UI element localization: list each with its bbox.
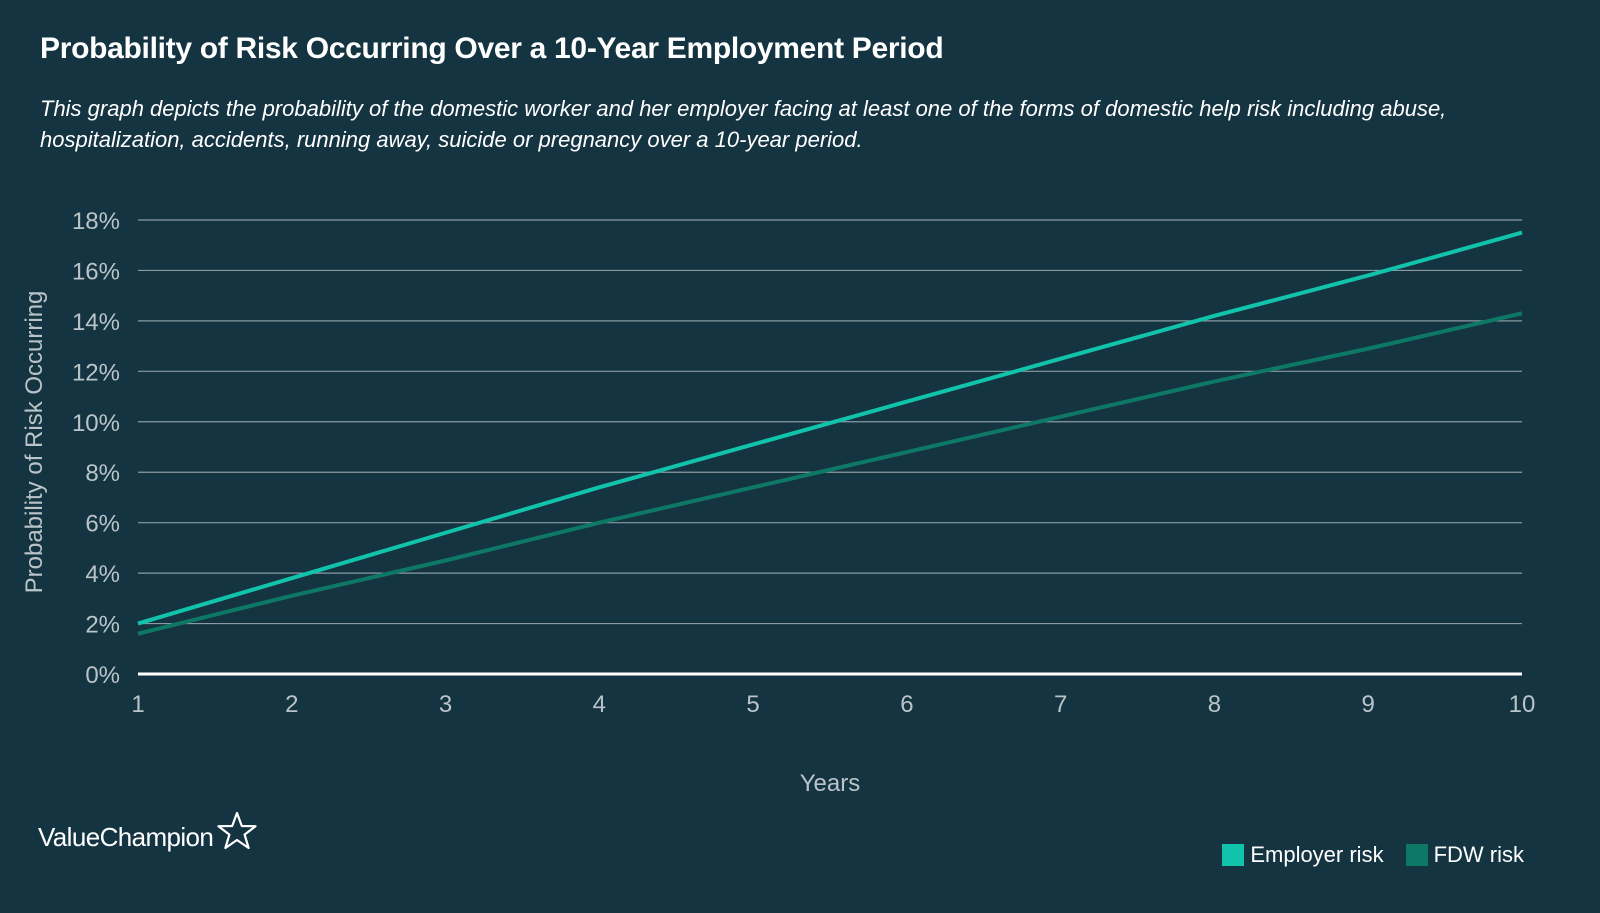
- x-tick-label: 2: [285, 691, 298, 718]
- legend-item-fdw: FDW risk: [1405, 842, 1524, 868]
- gridlines: [138, 219, 1522, 676]
- chart-subtitle: This graph depicts the probability of th…: [40, 96, 1447, 152]
- legend-label-fdw: FDW risk: [1433, 842, 1524, 867]
- series-lines: [137, 230, 1523, 636]
- series-line-employer: [137, 230, 1523, 626]
- y-tick-label: 16%: [72, 258, 120, 285]
- x-tick-label: 3: [439, 691, 452, 718]
- legend-label-employer: Employer risk: [1250, 842, 1384, 867]
- legend-swatch-employer: [1222, 844, 1245, 866]
- x-tick-label: 6: [900, 691, 913, 718]
- x-tick-label: 9: [1362, 691, 1375, 718]
- valuechampion-logo: ValueChampion: [38, 811, 257, 853]
- y-tick-label: 2%: [85, 612, 120, 639]
- x-tick-label: 10: [1509, 691, 1536, 718]
- series-line-fdw: [137, 311, 1523, 636]
- x-tick-label: 7: [1054, 691, 1067, 718]
- chart-legend: Employer risk FDW risk: [1200, 842, 1524, 868]
- chart-title: Probability of Risk Occurring Over a 10-…: [40, 32, 944, 65]
- y-tick-label: 8%: [85, 460, 120, 487]
- logo-text: ValueChampion: [38, 822, 214, 852]
- y-tick-label: 18%: [72, 208, 120, 235]
- x-tick-label: 5: [746, 691, 759, 718]
- y-tick-label: 12%: [72, 359, 120, 386]
- y-tick-label: 6%: [85, 511, 120, 538]
- x-tick-label: 1: [131, 691, 144, 718]
- x-tick-label: 4: [593, 691, 606, 718]
- y-tick-label: 14%: [72, 309, 120, 336]
- y-axis-label: Probability of Risk Occurring: [21, 291, 48, 594]
- y-tick-label: 0%: [85, 662, 120, 689]
- x-axis-ticks: 1 2 3 4 5 6 7 8 9 10: [131, 691, 1535, 718]
- star-outline-icon: [217, 811, 257, 849]
- y-tick-label: 10%: [72, 410, 120, 437]
- legend-item-employer: Employer risk: [1222, 842, 1384, 868]
- y-axis-ticks: 0% 2% 4% 6% 8% 10% 12% 14% 16% 18%: [72, 208, 120, 689]
- y-tick-label: 4%: [85, 561, 120, 588]
- x-axis-label: Years: [800, 770, 861, 797]
- legend-swatch-fdw: [1405, 844, 1428, 866]
- x-tick-label: 8: [1208, 691, 1221, 718]
